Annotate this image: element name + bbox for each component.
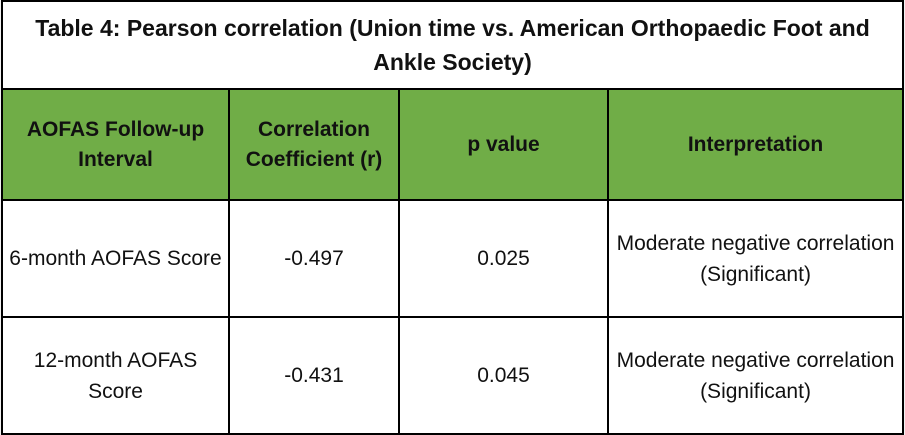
header-row: AOFAS Follow-up Interval Correlation Coef… xyxy=(1,88,905,201)
column-header: p value xyxy=(398,88,609,201)
title-row: Table 4: Pearson correlation (Union time… xyxy=(0,0,905,90)
data-row: 6-month AOFAS Score -0.497 0.025 Moderate n… xyxy=(1,199,905,318)
table-title: Table 4: Pearson correlation (Union time… xyxy=(0,0,905,90)
table-cell: 12-month AOFAS Score xyxy=(1,316,230,435)
column-header: Correlation Coefficient (r) xyxy=(228,88,400,201)
table-cell: 6-month AOFAS Score xyxy=(1,199,230,318)
column-header: Interpretation xyxy=(606,88,905,201)
data-row: 12-month AOFAS Score -0.431 0.045 Moderate … xyxy=(1,316,905,435)
table-cell: -0.497 xyxy=(228,199,400,318)
column-header: AOFAS Follow-up Interval xyxy=(1,88,230,201)
table-cell: -0.431 xyxy=(228,316,400,435)
table-cell: Moderate negative correlation (Significa… xyxy=(606,199,905,318)
table-cell: 0.025 xyxy=(398,199,609,318)
table-cell: 0.045 xyxy=(398,316,609,435)
table-cell: Moderate negative correlation (Significa… xyxy=(606,316,905,435)
